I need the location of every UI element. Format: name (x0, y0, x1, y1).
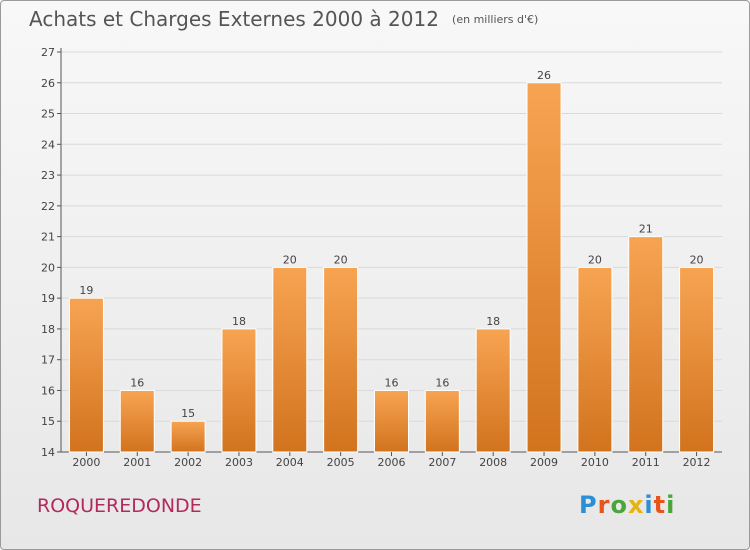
bar-value-label: 20 (588, 253, 602, 266)
y-tick-label: 22 (41, 200, 55, 213)
bar (68, 297, 104, 453)
bar (374, 389, 409, 453)
chart-unit: (en milliers d'€) (452, 13, 539, 26)
bar-value-label: 16 (435, 376, 449, 389)
x-tick-label: 2009 (530, 456, 558, 469)
bar (119, 389, 155, 453)
x-tick-label: 2001 (123, 456, 151, 469)
x-tick-label: 2004 (276, 456, 304, 469)
bar-value-label: 26 (537, 69, 551, 82)
bar-value-label: 16 (130, 376, 144, 389)
bar-value-label: 16 (385, 376, 399, 389)
x-tick-label: 2010 (581, 456, 609, 469)
bar-value-label: 18 (232, 315, 246, 328)
x-tick-label: 2005 (327, 456, 355, 469)
commune-name: ROQUEREDONDE (37, 495, 202, 517)
y-tick-label: 18 (41, 323, 55, 336)
logo-letter: i (644, 491, 654, 519)
bar (323, 266, 359, 453)
bar (577, 266, 613, 453)
bar-value-label: 20 (283, 253, 297, 266)
y-tick-label: 23 (41, 169, 55, 182)
x-tick-label: 2012 (683, 456, 711, 469)
bar (424, 389, 460, 453)
y-tick-label: 15 (41, 415, 55, 428)
bar-value-label: 19 (79, 284, 93, 297)
bar (526, 82, 562, 453)
chart-title-block: Achats et Charges Externes 2000 à 2012 (… (29, 7, 538, 31)
bar-value-label: 15 (181, 407, 195, 420)
y-tick-label: 14 (41, 446, 55, 459)
x-tick-label: 2006 (378, 456, 406, 469)
bar (272, 266, 308, 453)
bar (628, 236, 664, 453)
logo-letter: r (597, 491, 611, 519)
y-tick-label: 25 (41, 108, 55, 121)
y-tick-label: 26 (41, 77, 55, 90)
chart-title: Achats et Charges Externes 2000 à 2012 (29, 7, 439, 31)
y-tick-label: 24 (41, 138, 55, 151)
logo-letter: i (666, 491, 676, 519)
logo-letter: t (653, 491, 667, 519)
y-tick-label: 17 (41, 354, 55, 367)
bar (475, 328, 511, 453)
bar (221, 328, 257, 453)
bar-value-label: 20 (690, 253, 704, 266)
bar-value-label: 21 (639, 223, 653, 236)
y-tick-label: 19 (41, 292, 55, 305)
bar (679, 266, 715, 453)
logo-letter: o (610, 491, 628, 519)
y-tick-label: 20 (41, 261, 55, 274)
bar-value-label: 18 (486, 315, 500, 328)
y-tick-label: 27 (41, 46, 55, 59)
logo-letter: P (579, 491, 598, 519)
y-tick-label: 16 (41, 384, 55, 397)
x-tick-label: 2000 (72, 456, 100, 469)
x-tick-label: 2008 (479, 456, 507, 469)
x-tick-label: 2002 (174, 456, 202, 469)
logo-letter: x (627, 491, 645, 519)
bar-value-label: 20 (334, 253, 348, 266)
x-tick-label: 2011 (632, 456, 660, 469)
y-tick-label: 21 (41, 231, 55, 244)
x-tick-label: 2003 (225, 456, 253, 469)
bar (170, 420, 206, 453)
proxiti-logo[interactable]: Proxiti (579, 491, 675, 519)
x-tick-label: 2007 (428, 456, 456, 469)
